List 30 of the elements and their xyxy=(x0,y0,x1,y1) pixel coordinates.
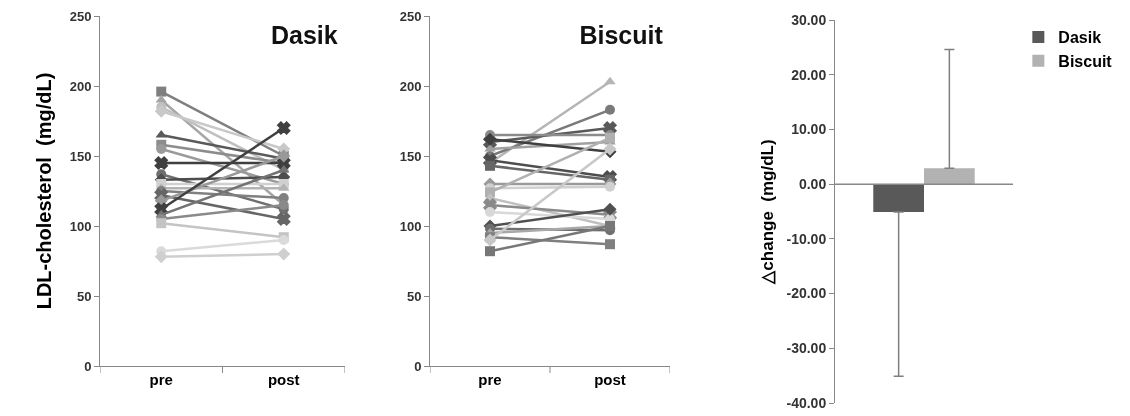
y-tick-label: 20.00 xyxy=(791,66,827,83)
y-tick-label: 10.00 xyxy=(791,121,827,138)
y-tick-label: 0 xyxy=(84,358,92,374)
y-tick-label: 200 xyxy=(69,78,92,94)
y-tick-label: 100 xyxy=(399,218,422,234)
y-axis-title: LDL-cholesterol (mg/dL) xyxy=(33,72,56,310)
y-tick-label: -10.00 xyxy=(786,230,827,247)
chart-title: Dasik xyxy=(270,21,338,50)
y-tick-label: -20.00 xyxy=(786,285,827,302)
x-tick-label: pre xyxy=(478,371,502,388)
y-tick-label: 0 xyxy=(414,358,422,374)
y-tick-label: -40.00 xyxy=(786,394,827,411)
y-tick-label: 200 xyxy=(399,78,422,94)
x-tick-label: post xyxy=(267,371,300,388)
y-tick-label: 250 xyxy=(399,8,422,24)
y-tick-label: 50 xyxy=(76,288,92,304)
y-tick-label: 50 xyxy=(406,288,422,304)
y-tick-label: 250 xyxy=(69,8,92,24)
y-axis-title: △change (mg/dL) xyxy=(758,139,778,285)
y-tick-label: 30.00 xyxy=(791,11,827,28)
y-tick-label: 0.00 xyxy=(798,176,827,193)
x-tick-label: pre xyxy=(149,371,173,388)
y-tick-label: 150 xyxy=(399,148,422,164)
y-tick-label: -30.00 xyxy=(786,340,827,357)
legend-label: Biscuit xyxy=(1058,52,1113,70)
x-tick-label: post xyxy=(594,371,626,388)
y-tick-label: 150 xyxy=(69,148,92,164)
chart-title: Biscuit xyxy=(579,21,664,50)
legend-label: Dasik xyxy=(1058,29,1102,47)
y-tick-label: 100 xyxy=(69,218,92,234)
